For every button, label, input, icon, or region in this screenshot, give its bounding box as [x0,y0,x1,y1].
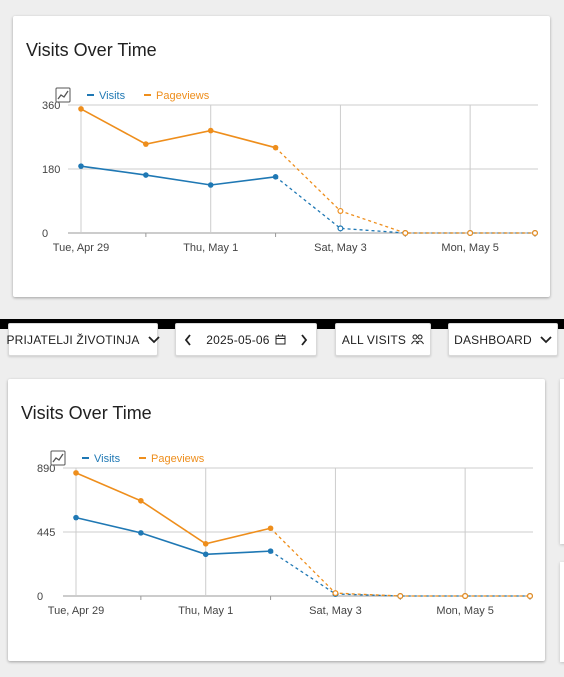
users-icon [411,334,425,345]
data-point-incomplete [462,593,469,600]
legend-label: Pageviews [151,453,205,465]
chart-type-icon-frame [55,87,71,103]
visits-chart: 0 445 890 Tue, Apr 29 Thu, May 1 Sat, May 3 Mo… [37,450,533,617]
chart-type-icon-line [52,453,64,463]
chart-type-icon [50,450,66,466]
data-point-incomplete [332,590,339,597]
data-point [73,514,79,521]
next-period-button[interactable] [300,333,308,346]
visits-over-time-widget: Visits Over Time 0 180 360 Tue, Apr 29 Thu, … [13,16,550,297]
data-point [202,540,209,547]
y-tick-label: 445 [37,527,55,539]
data-point-incomplete [531,230,538,237]
x-tick-label: Mon, May 5 [436,605,493,617]
site-selector[interactable]: PRIJATELJI ŽIVOTINJA [6,323,160,356]
data-point [207,182,214,188]
site-selector-label: PRIJATELJI ŽIVOTINJA [6,332,140,347]
data-point [207,127,214,134]
x-tick-label: Tue, Apr 29 [48,605,104,617]
calendar-icon [275,334,286,345]
series-line-dashed [275,147,535,234]
date-selector[interactable]: 2025-05-06 [175,323,317,356]
legend-label: Visits [94,453,121,465]
y-tick-label: 360 [42,100,60,112]
data-point [78,106,84,112]
data-point [202,551,209,558]
widget-title: Visits Over Time [21,403,152,423]
chart-type-icon-frame [50,450,66,466]
x-tick-label: Thu, May 1 [178,605,233,617]
segment-label: ALL VISITS [341,332,407,347]
legend-label: Pageviews [156,90,210,102]
x-tick-label: Tue, Apr 29 [53,242,109,254]
chart-type-icon-line [57,90,69,100]
date-value: 2025-05-06 [206,332,270,347]
legend-label: Visits [99,90,126,102]
chart-type-icon [55,87,71,103]
widget-title: Visits Over Time [26,40,157,60]
y-tick-label: 0 [42,228,48,240]
previous-period-button[interactable] [184,333,192,346]
data-point-incomplete [402,230,409,237]
chevron-down-icon [540,335,552,344]
data-point [138,530,144,536]
series-line [75,472,271,545]
legend: Visits Pageviews [55,87,210,103]
series-line [75,516,271,556]
data-point-incomplete [337,225,344,232]
series-line-dashed [270,550,530,597]
data-point [78,163,84,169]
data-point [267,525,274,532]
series-line-dashed [270,527,530,597]
data-point [272,174,279,180]
dashboard-label: DASHBOARD [454,332,532,347]
data-point [73,470,79,476]
series-line-dashed [275,176,535,234]
data-point-incomplete [467,230,474,237]
segment-selector[interactable]: ALL VISITS [335,323,431,356]
x-tick-label: Mon, May 5 [441,242,498,254]
chevron-down-icon [147,335,160,344]
x-tick-label: Sat, May 3 [309,605,362,617]
side-widget-edge [560,379,564,544]
y-tick-label: 0 [37,591,43,603]
visits-chart: 0 180 360 Tue, Apr 29 Thu, May 1 Sat, May 3 Mo… [42,87,538,254]
visits-over-time-widget: Visits Over Time 0 445 890 Tue, Apr 29 Thu, … [8,379,545,661]
series-line [80,108,276,149]
legend: Visits Pageviews [50,450,205,466]
data-point [272,144,279,151]
x-tick-label: Sat, May 3 [314,242,367,254]
dashboard-selector[interactable]: DASHBOARD [448,323,558,356]
series-line [80,165,276,186]
y-tick-label: 180 [42,164,60,176]
data-point [143,172,149,178]
data-point [143,141,149,147]
side-widget-edge [560,562,564,662]
x-tick-label: Thu, May 1 [183,242,238,254]
data-point-incomplete [397,593,404,600]
data-point [267,548,274,554]
data-point-incomplete [337,207,344,214]
data-point-incomplete [526,593,533,600]
data-point [138,497,144,504]
y-tick-label: 890 [37,463,55,475]
